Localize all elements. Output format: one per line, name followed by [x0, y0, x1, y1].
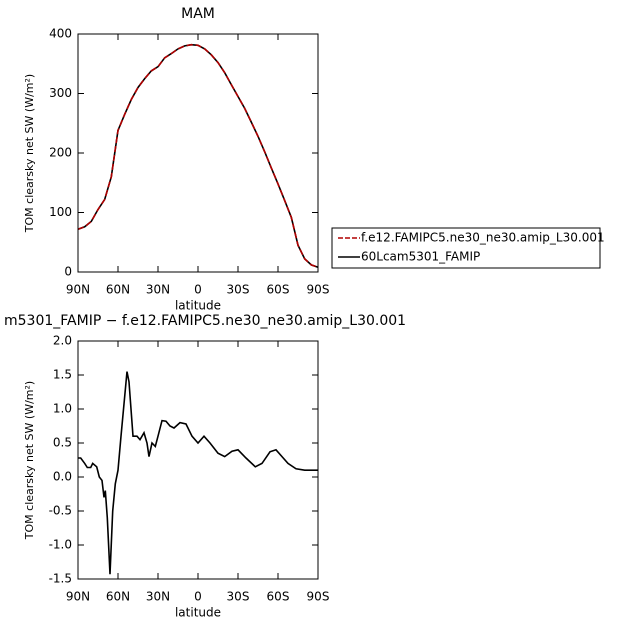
x-tick-label: 60S — [267, 283, 290, 297]
y-tick-label: 300 — [49, 86, 72, 100]
legend-box — [331, 227, 601, 269]
y-tick-label: 0.5 — [53, 436, 72, 450]
chart-title: MAM — [181, 6, 215, 22]
chart-title: m5301_FAMIP − f.e12.FAMIPC5.ne30_ne30.am… — [4, 313, 406, 329]
data-line — [78, 371, 318, 575]
plot-frame — [77, 33, 319, 273]
y-tick-label: -0.5 — [49, 504, 72, 518]
y-tick-label: 400 — [49, 27, 72, 41]
y-tick-label: -1.5 — [49, 572, 72, 586]
x-tick-label: 0 — [194, 590, 202, 604]
x-tick-label: 90S — [307, 283, 330, 297]
x-tick-label: 90S — [307, 590, 330, 604]
data-line — [77, 43, 319, 268]
legend-label: f.e12.FAMIPC5.ne30_ne30.amip_L30.001 — [361, 231, 605, 245]
x-tick-label: 60N — [106, 283, 130, 297]
x-tick-label: 0 — [194, 283, 202, 297]
x-tick-label: 30S — [227, 283, 250, 297]
x-tick-label: 60S — [267, 590, 290, 604]
y-tick-label: 1.5 — [53, 368, 72, 382]
y-tick-label: 2.0 — [53, 334, 72, 348]
x-tick-label: 60N — [106, 590, 130, 604]
y-tick-label: 0.0 — [53, 470, 72, 484]
y-axis-label: TOM clearsky net SW (W/m²) — [23, 381, 36, 540]
y-axis-label: TOM clearsky net SW (W/m²) — [23, 74, 36, 233]
x-axis-label: latitude — [175, 606, 221, 620]
x-tick-label: 30S — [227, 590, 250, 604]
x-tick-label: 30N — [146, 283, 170, 297]
y-tick-label: 100 — [49, 205, 72, 219]
legend-label: 60Lcam5301_FAMIP — [361, 250, 480, 264]
y-tick-label: 1.0 — [53, 402, 72, 416]
x-axis-label: latitude — [175, 299, 221, 313]
x-tick-label: 90N — [66, 283, 90, 297]
y-tick-label: 0 — [64, 265, 72, 279]
x-tick-label: 90N — [66, 590, 90, 604]
x-tick-label: 30N — [146, 590, 170, 604]
plot-frame — [77, 340, 319, 580]
y-tick-label: -1.0 — [49, 538, 72, 552]
y-tick-label: 200 — [49, 146, 72, 160]
